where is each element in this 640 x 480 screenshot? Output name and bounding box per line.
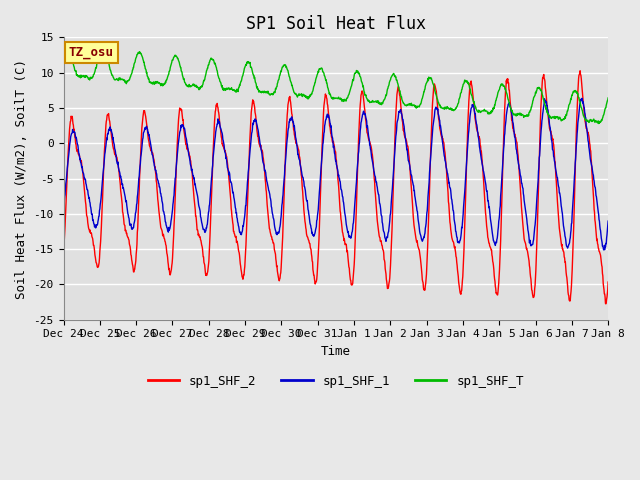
Line: sp1_SHF_2: sp1_SHF_2 [63,71,608,304]
sp1_SHF_1 [180,126,188,132]
sp1_SHF_1 [492,242,499,248]
Title: SP1 Soil Heat Flux: SP1 Soil Heat Flux [246,15,426,33]
sp1_SHF_1 [60,208,67,214]
sp1_SHF_1 [242,203,250,209]
sp1_SHF_1 [420,234,428,240]
sp1_SHF_T [492,98,500,104]
sp1_SHF_2 [168,266,175,272]
sp1_SHF_2 [540,73,547,79]
sp1_SHF_T [540,97,548,103]
sp1_SHF_1 [540,105,547,111]
Y-axis label: Soil Heat Flux (W/m2), SoilT (C): Soil Heat Flux (W/m2), SoilT (C) [15,59,28,299]
Legend: sp1_SHF_2, sp1_SHF_1, sp1_SHF_T: sp1_SHF_2, sp1_SHF_1, sp1_SHF_T [143,370,529,393]
Text: TZ_osu: TZ_osu [69,46,114,59]
sp1_SHF_2 [576,68,584,73]
sp1_SHF_2 [604,279,612,285]
sp1_SHF_1 [604,218,612,224]
Line: sp1_SHF_1: sp1_SHF_1 [63,98,608,250]
sp1_SHF_T [604,95,612,101]
sp1_SHF_2 [60,247,67,253]
sp1_SHF_2 [420,286,428,292]
sp1_SHF_2 [492,284,499,289]
sp1_SHF_T [60,47,67,52]
sp1_SHF_T [62,43,70,48]
Line: sp1_SHF_T: sp1_SHF_T [63,46,608,123]
sp1_SHF_1 [168,216,175,222]
sp1_SHF_2 [602,301,610,307]
sp1_SHF_T [595,120,602,126]
sp1_SHF_2 [242,249,250,255]
sp1_SHF_1 [600,247,608,252]
sp1_SHF_T [181,80,189,85]
sp1_SHF_2 [180,132,188,138]
X-axis label: Time: Time [321,345,351,358]
sp1_SHF_T [420,87,428,93]
sp1_SHF_T [168,60,175,65]
sp1_SHF_1 [578,96,586,101]
sp1_SHF_T [242,61,250,67]
